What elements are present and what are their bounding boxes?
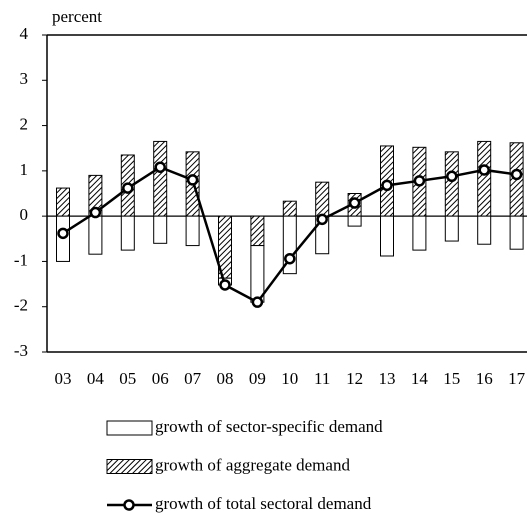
bar [412, 215, 427, 251]
bar [120, 215, 135, 251]
bar [380, 215, 394, 257]
x-tick-label: 08 [217, 369, 234, 388]
x-tick-label: 15 [443, 369, 460, 388]
x-tick-label: 14 [411, 369, 429, 388]
x-tick-label: 07 [184, 369, 202, 388]
legend-swatch [106, 459, 153, 474]
line-marker [284, 252, 296, 265]
line-marker [219, 279, 231, 291]
line-marker [251, 296, 264, 308]
line-marker [154, 161, 166, 173]
line-marker [316, 213, 328, 226]
legend-swatch [106, 420, 153, 436]
line-marker [446, 170, 458, 183]
line-marker [510, 168, 523, 181]
x-tick-label: 17 [508, 369, 526, 388]
legend-label: growth of sector-specific demand [155, 417, 383, 436]
x-tick-label: 04 [87, 369, 105, 388]
y-axis-label: percent [52, 7, 102, 26]
line-marker [57, 227, 69, 240]
legend-label: growth of aggregate demand [155, 455, 350, 474]
line-marker [186, 174, 199, 186]
bar [477, 215, 492, 245]
line-marker [122, 182, 134, 194]
line-marker [478, 164, 490, 176]
bar [250, 245, 265, 303]
y-tick-label: 1 [20, 160, 29, 179]
line-marker [413, 175, 426, 187]
x-tick-label: 05 [119, 369, 136, 388]
line-marker [381, 179, 393, 192]
legend-swatch [123, 499, 135, 511]
bar [444, 151, 459, 217]
x-tick-label: 12 [346, 369, 363, 388]
y-tick-label: -3 [14, 341, 28, 360]
x-tick-label: 03 [55, 369, 72, 388]
bar [347, 215, 362, 227]
x-tick-label: 11 [314, 369, 330, 388]
bar [153, 215, 168, 244]
y-tick-label: 4 [20, 24, 29, 43]
y-tick-label: 3 [20, 69, 29, 88]
bar [444, 215, 459, 242]
y-tick-label: 2 [20, 114, 29, 133]
bar [315, 181, 330, 217]
y-tick-label: -2 [14, 296, 28, 315]
bar [282, 200, 297, 217]
x-tick-label: 09 [249, 369, 266, 388]
y-tick-label: 0 [20, 205, 29, 224]
bar [185, 215, 200, 247]
y-tick-label: -1 [14, 250, 28, 269]
bar [477, 140, 492, 217]
x-tick-label: 10 [281, 369, 298, 388]
bar [153, 140, 168, 217]
x-tick-label: 13 [379, 369, 396, 388]
line-marker [348, 197, 361, 209]
x-tick-label: 16 [476, 369, 493, 388]
legend-label: growth of total sectoral demand [155, 494, 372, 513]
x-tick-label: 06 [152, 369, 169, 388]
line-marker [89, 206, 102, 219]
bar [509, 215, 524, 250]
bar [56, 187, 70, 217]
bar [250, 215, 265, 247]
bar [88, 215, 103, 255]
